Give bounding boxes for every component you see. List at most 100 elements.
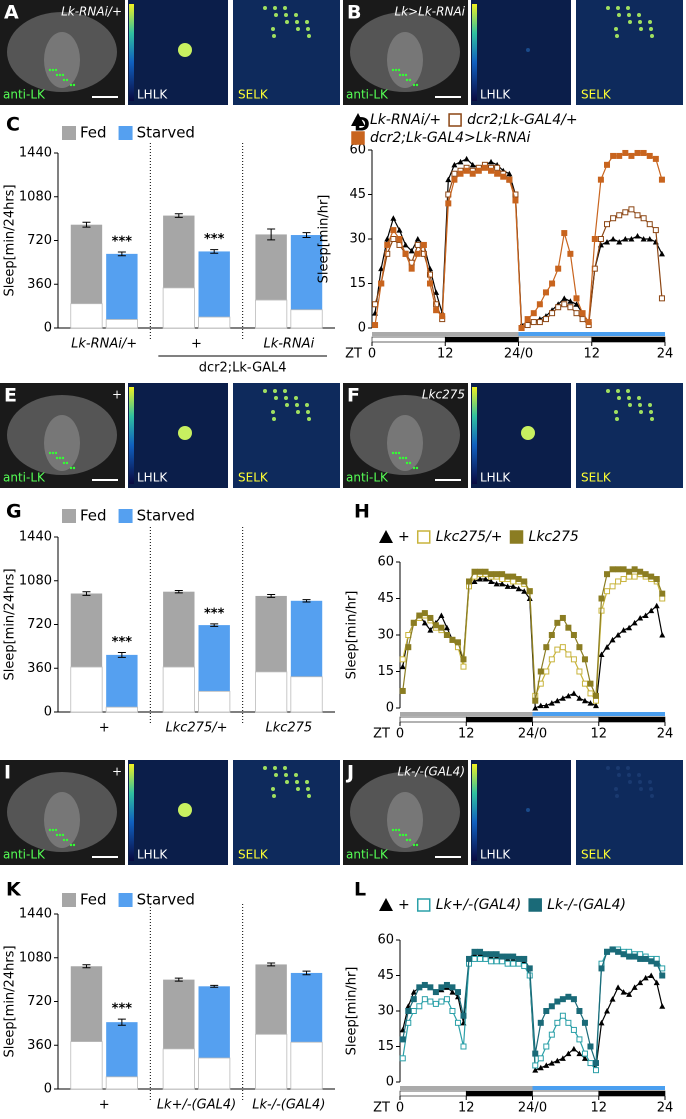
bar-day (255, 299, 288, 329)
marker (521, 963, 528, 970)
y-tick-label: 0 (44, 1082, 52, 1097)
panel-letter: L (354, 879, 366, 901)
baseline-starved (518, 332, 665, 336)
marker (500, 173, 507, 180)
stain-dot (398, 73, 402, 77)
marker (620, 627, 627, 633)
marker (579, 310, 586, 317)
marker (432, 1000, 439, 1007)
error-bar (174, 213, 183, 218)
error-bar (302, 599, 311, 603)
marker (510, 583, 517, 589)
y-tick-label: 0 (358, 321, 366, 336)
marker (390, 236, 397, 242)
selk-image (576, 0, 683, 105)
lhlk-image (471, 383, 571, 488)
marker (499, 953, 506, 960)
marker (659, 965, 666, 972)
marker (659, 1003, 666, 1009)
marker (439, 313, 446, 320)
stain-dot (48, 451, 52, 455)
marker (405, 644, 412, 651)
marker (482, 951, 489, 958)
marker (408, 247, 415, 254)
marker (570, 690, 577, 696)
light-dark-bar (598, 1090, 666, 1097)
legend-label: Lkc275 (529, 529, 579, 545)
marker (554, 998, 561, 1005)
selk-dot (639, 410, 643, 414)
x-tick-label: 24 (657, 727, 674, 742)
marker (463, 167, 470, 174)
stain-dot (62, 461, 66, 465)
marker (499, 576, 506, 583)
x-tick-label: 12 (590, 727, 607, 742)
stain-dot (391, 68, 395, 72)
marker (604, 161, 611, 168)
stain-dot (394, 828, 398, 832)
color-scale (472, 387, 477, 484)
marker (604, 571, 611, 578)
error-bar (267, 228, 276, 241)
bar (106, 253, 138, 328)
marker (554, 1019, 561, 1026)
x-tick-label: 0 (396, 1101, 404, 1116)
marker (570, 1045, 577, 1052)
marker (532, 1067, 539, 1073)
marker (421, 996, 428, 1003)
brain-shape (44, 792, 80, 848)
marker (504, 583, 511, 589)
neuron (178, 43, 192, 57)
bar-day (70, 303, 103, 329)
marker (587, 1043, 594, 1050)
marker (536, 319, 543, 326)
marker (427, 627, 434, 633)
legend-label: dcr2;Lk-GAL4/+ (467, 112, 578, 128)
stain-dot (58, 833, 62, 837)
marker (420, 250, 427, 257)
marker (642, 955, 649, 962)
marker (658, 250, 665, 257)
marker (659, 595, 666, 602)
marker (433, 289, 440, 295)
marker (609, 583, 616, 590)
marker (548, 1031, 555, 1038)
marker (548, 632, 555, 638)
selk-dot (274, 773, 278, 777)
y-axis-label: Sleep[min/24hrs] (3, 945, 18, 1057)
marker (561, 295, 568, 301)
marker (634, 149, 641, 156)
marker (637, 568, 644, 575)
marker (469, 170, 476, 177)
marker (433, 307, 440, 314)
selk-dot (614, 27, 618, 31)
marker (443, 996, 450, 1003)
error-bar (117, 651, 126, 658)
bar (106, 654, 138, 712)
y-tick-label: 30 (349, 232, 366, 247)
light-dark-bar (465, 716, 533, 723)
stain-dot (394, 451, 398, 455)
marker (530, 319, 537, 326)
panel-letter: K (6, 879, 22, 901)
stain-dot (398, 833, 402, 837)
marker (585, 319, 592, 326)
stain-label: anti-LK (346, 88, 389, 102)
marker (576, 644, 583, 651)
marker (570, 1026, 577, 1033)
selk-dot (272, 417, 276, 421)
x-tick-label: + (191, 337, 202, 352)
marker (631, 953, 638, 960)
selk-dot (606, 6, 610, 10)
marker (454, 639, 461, 646)
marker (510, 578, 517, 585)
neuron (526, 808, 530, 812)
selk-dot (296, 27, 300, 31)
marker (399, 663, 406, 670)
light-dark-bar (399, 1090, 467, 1097)
stain-dot (58, 73, 62, 77)
y-axis-label: Sleep[min/hr] (317, 195, 332, 284)
marker (443, 632, 450, 638)
neuron (178, 426, 192, 440)
marker (460, 1012, 467, 1019)
